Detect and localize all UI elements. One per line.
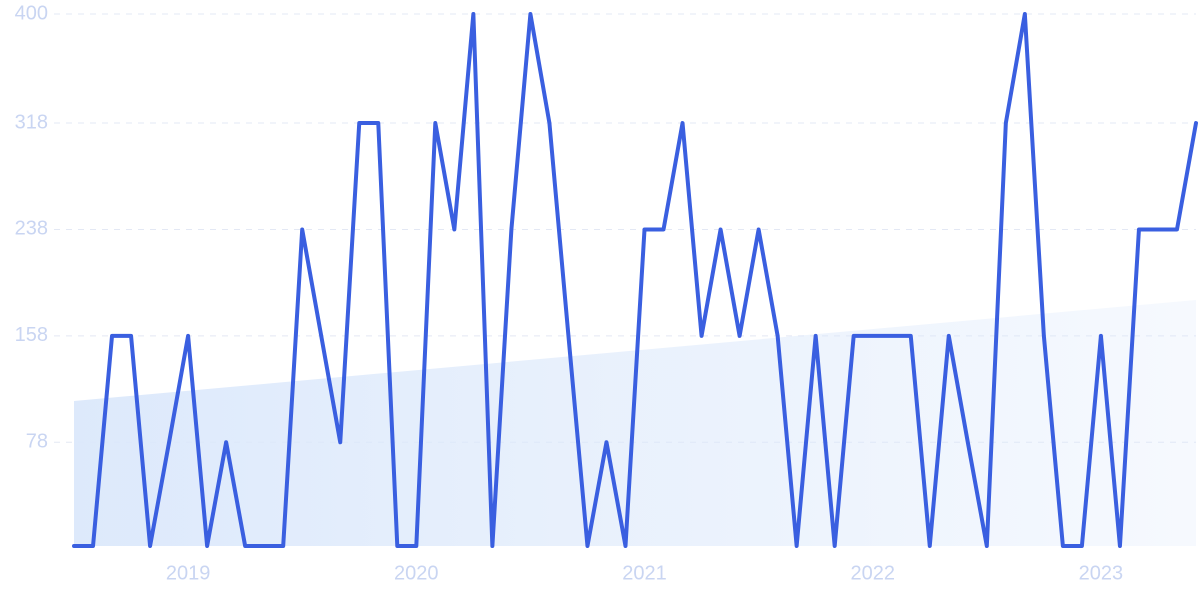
x-tick-label: 2023 [1079, 562, 1124, 584]
x-tick-label: 2022 [850, 562, 895, 584]
x-tick-label: 2021 [622, 562, 667, 584]
data-line [72, 12, 1198, 548]
x-tick-label: 2020 [394, 562, 439, 584]
y-tick-label: 238 [15, 218, 48, 240]
y-tick-label: 400 [15, 2, 48, 24]
y-tick-label: 318 [15, 111, 48, 133]
trend-area [74, 299, 1196, 546]
y-tick-label: 158 [15, 324, 48, 346]
y-tick-label: 78 [26, 431, 48, 453]
x-tick-label: 2019 [166, 562, 211, 584]
